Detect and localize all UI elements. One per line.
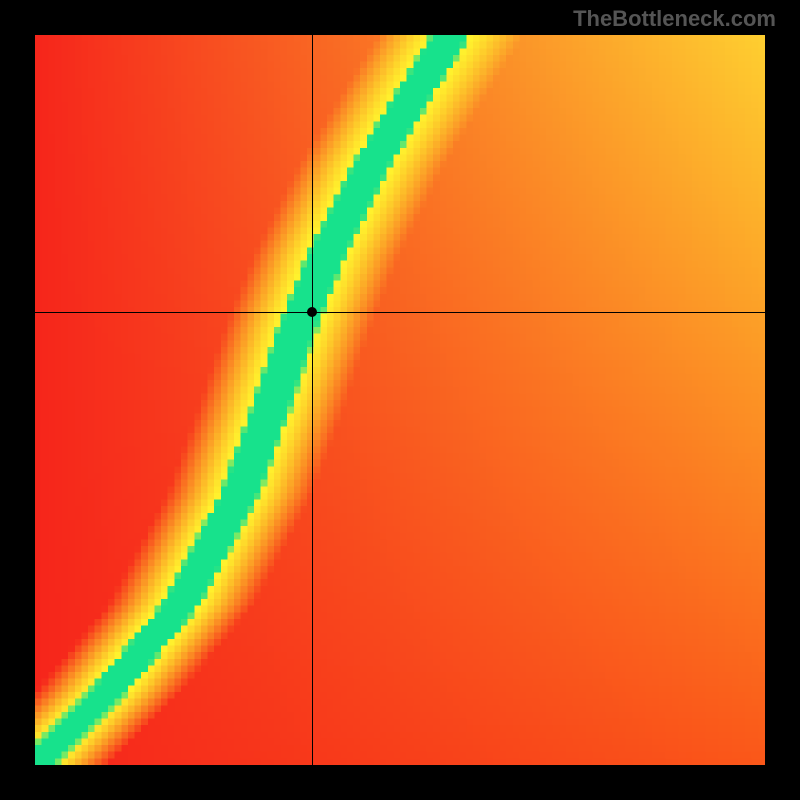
- bottleneck-heatmap: [35, 35, 765, 765]
- watermark-text: TheBottleneck.com: [573, 6, 776, 32]
- crosshair-point: [307, 307, 317, 317]
- crosshair-vertical: [312, 35, 313, 765]
- crosshair-horizontal: [35, 312, 765, 313]
